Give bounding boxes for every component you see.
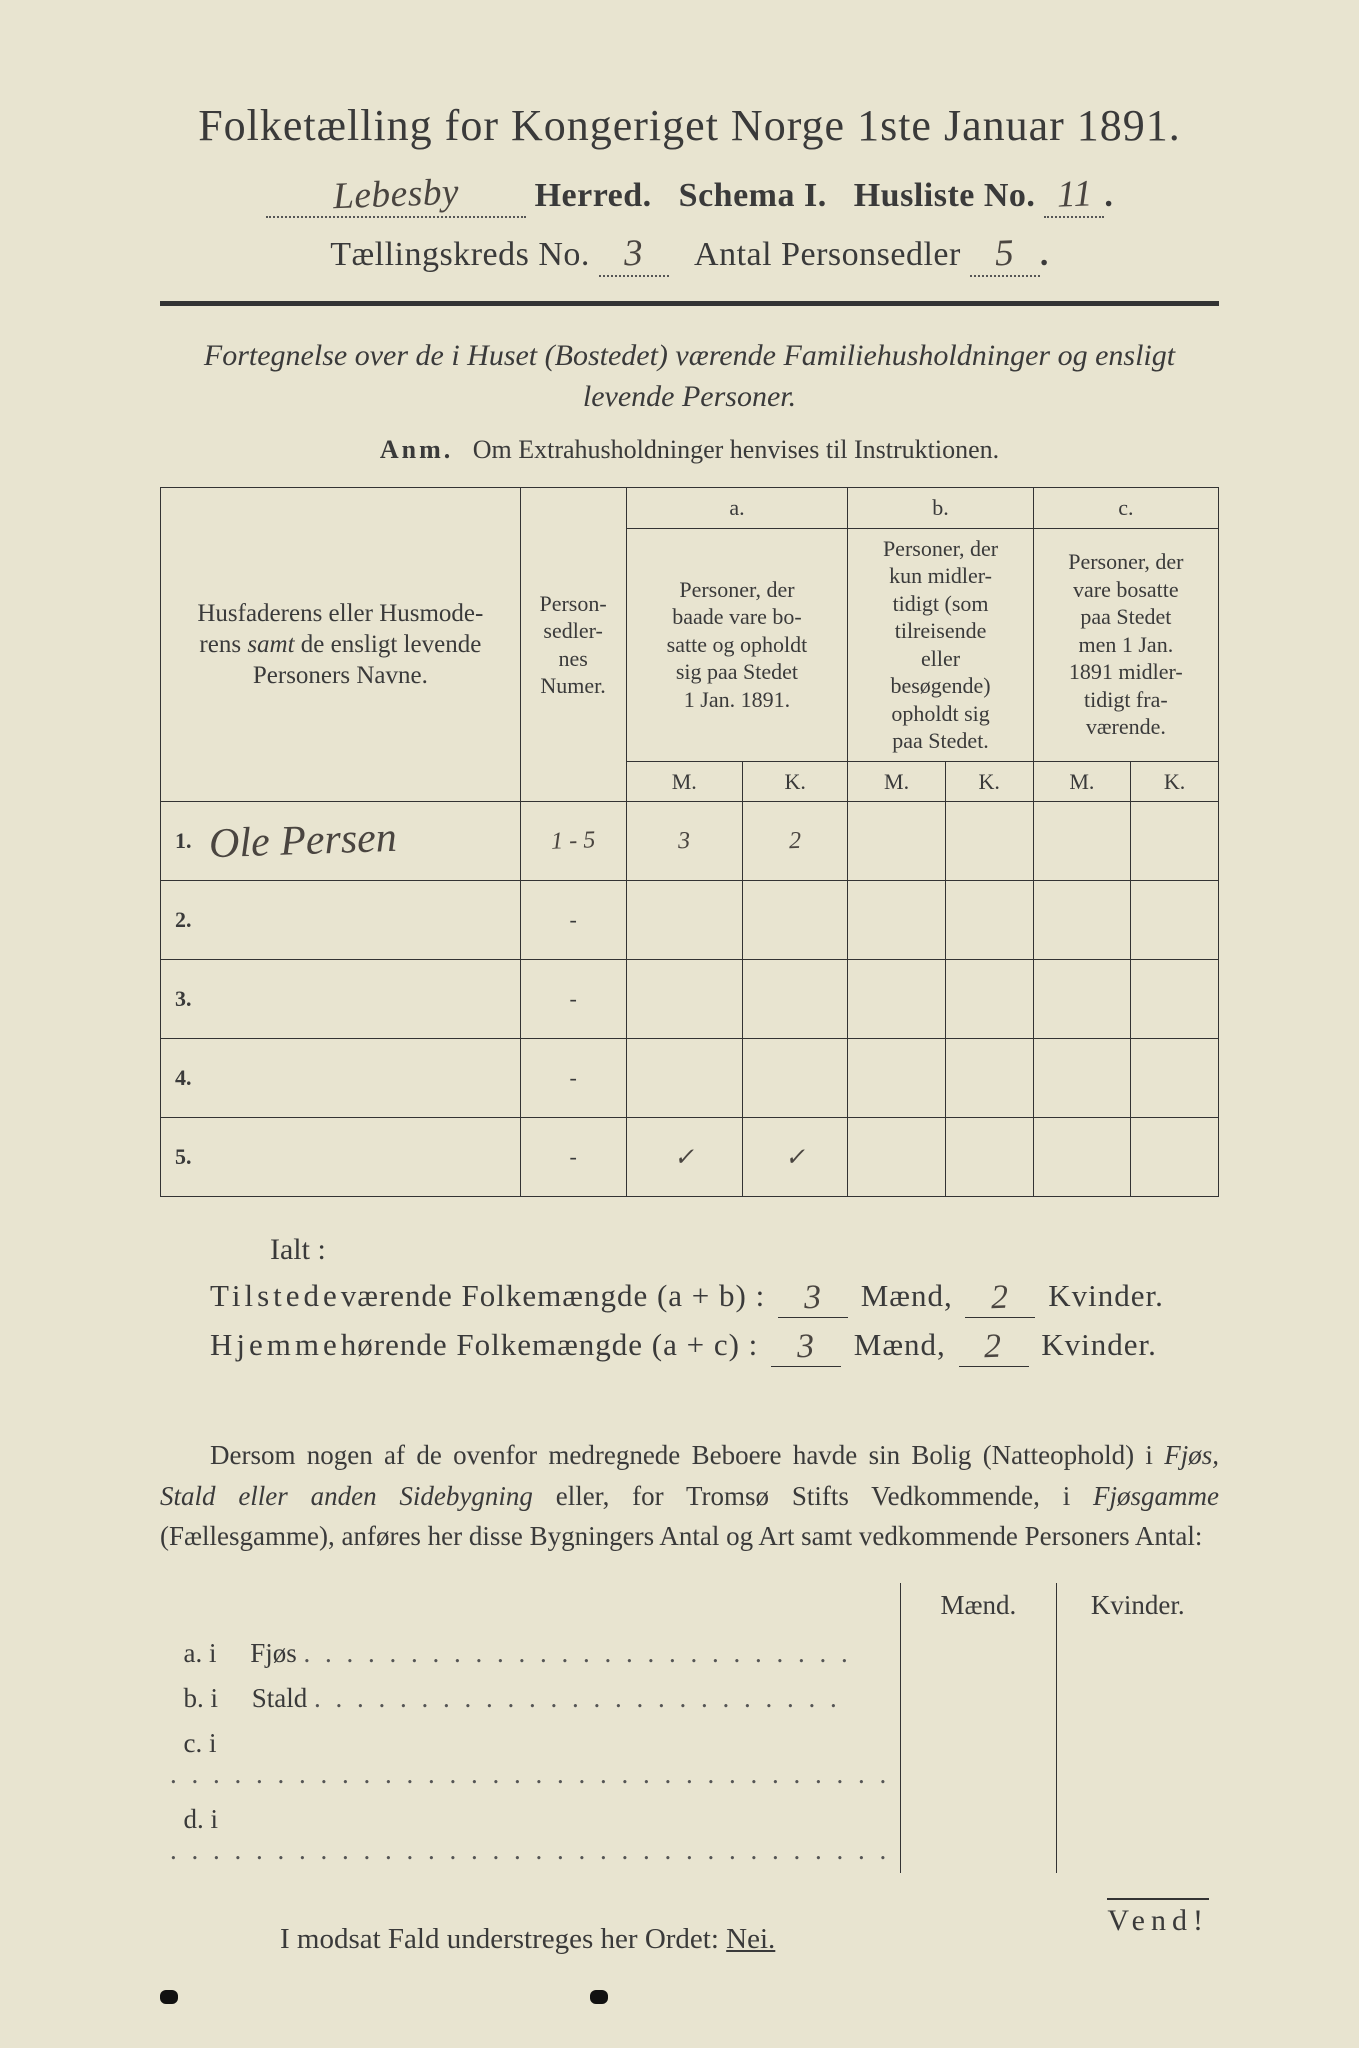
punch-hole-icon [590, 1990, 608, 2004]
nei-word: Nei. [726, 1923, 775, 1955]
table-row: 2. - [161, 881, 1219, 960]
ialt-label: Ialt : [270, 1233, 1219, 1267]
checkmark: ✓ [674, 1142, 695, 1172]
building-table: Mænd. Kvinder. a. i Fjøs . . . . . . . .… [160, 1583, 1219, 1873]
building-row: b. i Stald . . . . . . . . . . . . . . .… [160, 1676, 1219, 1721]
th-c-m: M. [1033, 761, 1130, 802]
th-numer: Person-sedler-nesNumer. [520, 488, 626, 802]
th-b-text: Personer, derkun midler-tidigt (somtilre… [848, 528, 1033, 761]
table-row: 5. - ✓ ✓ [161, 1118, 1219, 1197]
th-a-m: M. [626, 761, 743, 802]
anm-text: Om Extrahusholdninger henvises til Instr… [473, 435, 999, 464]
th-a-k: K. [743, 761, 848, 802]
personsedler-label: Antal Personsedler [694, 236, 961, 273]
ac-k: 2 [984, 1328, 1003, 1367]
th-a-text: Personer, derbaade vare bo-satte og opho… [626, 528, 848, 761]
row-numer: 1 - 5 [550, 826, 595, 856]
th-b-k: K. [945, 761, 1033, 802]
census-table: Husfaderens eller Husmode-rens samt de e… [160, 487, 1219, 1197]
cell: 2 [789, 827, 802, 855]
rule-top [160, 301, 1219, 306]
census-form-page: Folketælling for Kongeriget Norge 1ste J… [0, 0, 1359, 2048]
th-b-m: M. [848, 761, 945, 802]
header-line-1: Lebesby Herred. Schema I. Husliste No. 1… [160, 173, 1219, 218]
fortegnelse-text: Fortegnelse over de i Huset (Bostedet) v… [160, 336, 1219, 417]
census-tbody: 1. Ole Persen 1 - 5 3 2 2. - 3. - [161, 802, 1219, 1197]
punch-hole-icon [160, 1990, 178, 2004]
herred-label: Herred. [535, 177, 652, 214]
th-c-label: c. [1033, 488, 1218, 529]
modsat-line: I modsat Fald understreges her Ordet: Ne… [280, 1923, 1219, 1956]
row-name: Ole Persen [208, 814, 397, 869]
table-row: 4. - [161, 1039, 1219, 1118]
checkmark: ✓ [785, 1142, 806, 1172]
th-c-k: K. [1131, 761, 1219, 802]
building-row: c. i . . . . . . . . . . . . . . . . . .… [160, 1721, 1219, 1797]
kreds-label: Tællingskreds No. [330, 236, 590, 273]
mk-kvinder: Kvinder. [1056, 1583, 1219, 1631]
cell: 3 [678, 827, 691, 855]
husliste-value: 11 [1056, 172, 1093, 216]
schema-label: Schema I. [679, 177, 827, 214]
building-row: d. i . . . . . . . . . . . . . . . . . .… [160, 1797, 1219, 1873]
table-row: 1. Ole Persen 1 - 5 3 2 [161, 802, 1219, 881]
anm-label: Anm. [380, 435, 453, 464]
husliste-label: Husliste No. [854, 177, 1036, 214]
ac-m: 3 [796, 1328, 815, 1367]
building-row: a. i Fjøs . . . . . . . . . . . . . . . … [160, 1631, 1219, 1676]
th-b-label: b. [848, 488, 1033, 529]
total-ab: Tilstedeværende Folkemængde (a + b) : 3 … [210, 1277, 1219, 1316]
ab-k: 2 [991, 1279, 1010, 1318]
th-a-label: a. [626, 488, 848, 529]
th-c-text: Personer, dervare bosattepaa Stedetmen 1… [1033, 528, 1218, 761]
ab-m: 3 [803, 1279, 822, 1318]
page-title: Folketælling for Kongeriget Norge 1ste J… [160, 100, 1219, 151]
mk-maend: Mænd. [901, 1583, 1056, 1631]
header-line-2: Tællingskreds No. 3 Antal Personsedler 5… [160, 232, 1219, 277]
table-row: 3. - [161, 960, 1219, 1039]
total-ac: Hjemmehørende Folkemængde (a + c) : 3 Mæ… [210, 1326, 1219, 1365]
th-name: Husfaderens eller Husmode-rens samt de e… [161, 488, 521, 802]
dersom-paragraph: Dersom nogen af de ovenfor medregnede Be… [160, 1435, 1219, 1557]
herred-value: Lebesby [332, 171, 459, 218]
vend-label: Vend! [1107, 1898, 1209, 1938]
anm-line: Anm. Om Extrahusholdninger henvises til … [160, 435, 1219, 465]
personsedler-value: 5 [994, 232, 1015, 276]
kreds-value: 3 [624, 232, 645, 276]
